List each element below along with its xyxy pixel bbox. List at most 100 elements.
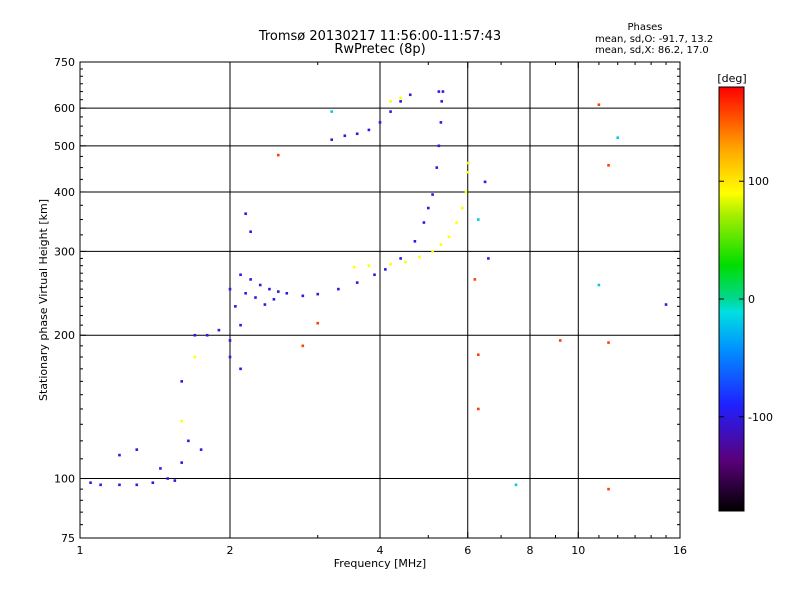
data-point-1 (159, 467, 162, 470)
data-point-3 (477, 353, 480, 357)
data-point-2 (367, 264, 371, 267)
data-point-1 (151, 481, 155, 485)
data-point-2 (464, 190, 468, 194)
data-point-4 (330, 110, 334, 113)
data-point-1 (431, 193, 434, 196)
axes: 1 2 4 6 8 10 16 75 100 200 300 400 500 600 750 (54, 56, 687, 557)
x-tick-label: 2 (227, 544, 234, 557)
data-point-1 (483, 180, 487, 184)
data-point-4 (616, 136, 620, 140)
stats-line-x: mean, sd,X: 86.2, 17.0 (595, 45, 709, 56)
data-point-3 (473, 278, 477, 281)
y-axis-label: Stationary phase Virtual Height [km] (37, 199, 50, 401)
data-point-1 (268, 287, 271, 291)
y-tick-label: 750 (54, 56, 75, 69)
data-point-2 (447, 235, 451, 239)
data-point-1 (437, 144, 441, 148)
data-point-1 (249, 278, 252, 281)
data-point-2 (404, 260, 407, 264)
data-point-1 (135, 483, 139, 487)
data-point-1 (487, 257, 490, 260)
data-point-2 (431, 250, 434, 253)
data-point-1 (180, 461, 184, 464)
x-tick-label: 1 (77, 544, 84, 557)
data-point-1 (205, 333, 209, 337)
data-point-4 (597, 283, 601, 287)
data-point-1 (664, 303, 668, 306)
data-point-1 (378, 121, 382, 124)
data-point-1 (272, 297, 276, 301)
y-tick-label: 200 (54, 329, 75, 342)
data-point-1 (389, 110, 392, 113)
data-point-1 (330, 138, 334, 142)
data-point-2 (418, 255, 421, 259)
data-point-3 (558, 339, 562, 342)
data-point-1 (199, 448, 203, 451)
data-point-2 (399, 96, 402, 100)
colorbar-tick-label: 0 (748, 293, 755, 306)
data-point-1 (228, 287, 232, 291)
data-point-1 (285, 291, 289, 295)
data-point-2 (460, 206, 464, 210)
data-point-3 (607, 164, 610, 167)
x-axis-label: Frequency [MHz] (334, 557, 426, 570)
data-point-4 (477, 218, 480, 221)
data-point-1 (249, 230, 252, 234)
data-point-1 (228, 339, 232, 342)
colorbar-ticks: -100 0 100 (719, 175, 773, 424)
data-point-1 (343, 134, 347, 138)
data-point-1 (399, 257, 402, 260)
y-tick-label: 600 (54, 102, 75, 115)
data-point-1 (239, 367, 242, 371)
data-point-1 (244, 291, 247, 295)
data-point-1 (355, 132, 359, 136)
data-point-1 (408, 93, 412, 97)
data-point-1 (193, 333, 197, 337)
data-point-1 (439, 121, 443, 124)
data-point-3 (276, 153, 280, 157)
data-point-3 (597, 103, 601, 107)
data-point-4 (514, 483, 518, 487)
data-point-1 (118, 483, 121, 487)
data-point-1 (367, 128, 371, 132)
data-point-1 (228, 355, 232, 359)
x-tick-label: 10 (571, 544, 585, 557)
data-point-1 (426, 206, 430, 210)
data-point-1 (89, 481, 92, 485)
data-point-1 (373, 273, 376, 277)
data-point-1 (217, 328, 221, 332)
y-tick-label: 500 (54, 140, 75, 153)
data-point-1 (384, 268, 387, 271)
data-point-1 (441, 90, 445, 93)
data-point-3 (316, 321, 320, 325)
y-tick-label: 100 (54, 473, 75, 486)
data-point-1 (437, 90, 441, 93)
data-point-1 (99, 483, 102, 487)
x-tick-label: 4 (377, 544, 384, 557)
y-tick-label: 400 (54, 186, 75, 199)
data-point-1 (239, 323, 242, 327)
data-point-1 (276, 290, 280, 293)
data-point-3 (607, 487, 610, 491)
x-tick-label: 16 (673, 544, 687, 557)
data-point-1 (166, 477, 170, 480)
data-point-1 (118, 453, 121, 457)
x-tick-label: 6 (464, 544, 471, 557)
data-point-1 (399, 100, 402, 103)
y-tick-label: 300 (54, 245, 75, 258)
data-point-1 (254, 296, 257, 299)
data-point-1 (244, 212, 247, 216)
x-tick-label: 8 (527, 544, 534, 557)
data-point-1 (337, 287, 340, 291)
data-point-2 (352, 265, 356, 269)
data-point-3 (477, 407, 480, 411)
data-point-2 (389, 100, 392, 103)
data-point-2 (439, 243, 443, 246)
data-point-1 (234, 305, 237, 308)
grid-lines (80, 62, 680, 538)
data-point-1 (422, 221, 426, 224)
colorbar-tick-label: -100 (748, 411, 773, 424)
chart-title: Tromsø 20130217 11:56:00-11:57:43 (258, 29, 501, 44)
y-tick-label: 75 (61, 532, 75, 545)
